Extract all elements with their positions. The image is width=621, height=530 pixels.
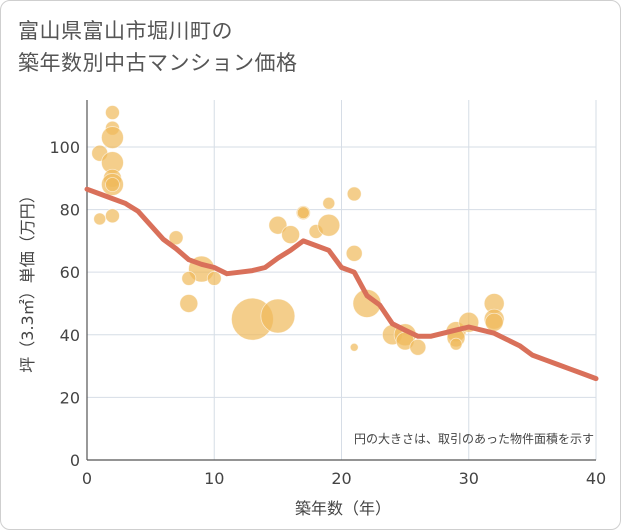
bubble-point-25 (345, 244, 363, 262)
bubble-point-23 (322, 196, 336, 210)
trend-line-series (84, 186, 599, 382)
bubble-point-34 (449, 337, 463, 351)
bubble-point-22 (317, 213, 341, 237)
x-tick-label-3: 30 (459, 469, 479, 488)
bubble-point-18 (281, 225, 301, 245)
y-tick-label-5: 100 (49, 138, 80, 157)
bubble-point-10 (168, 230, 184, 246)
y-axis-label: 坪（3.3㎡）単価（万円） (18, 187, 37, 372)
bubble-point-17 (268, 215, 288, 235)
bubble-point-2 (101, 126, 124, 149)
bubble-point-14 (179, 294, 199, 313)
bubble-point-31 (409, 338, 427, 356)
bubble-point-16 (260, 298, 296, 334)
y-tick-label-2: 40 (60, 326, 80, 345)
bubble-point-38 (484, 312, 504, 332)
bubble-point-24 (346, 186, 362, 202)
bubble-point-7 (105, 177, 120, 192)
x-tick-label-2: 20 (331, 469, 351, 488)
chart-title-line2: 築年数別中古マンション価格 (18, 51, 298, 75)
bubble-point-0 (105, 105, 120, 120)
x-axis-label: 築年数（年） (295, 499, 391, 518)
x-tick-label-0: 0 (82, 469, 92, 488)
bubble-point-26 (349, 342, 359, 352)
chart-title-line1: 富山県富山市堀川町の (18, 19, 233, 43)
chart-title: 富山県富山市堀川町の 築年数別中古マンション価格 (18, 15, 298, 79)
grid-lines (86, 100, 597, 461)
y-tick-label-4: 80 (60, 201, 80, 220)
bubble-point-12 (181, 271, 197, 286)
bubble-size-note: 円の大きさは、取引のあった物件面積を示す (354, 431, 594, 446)
bubble-point-20 (296, 206, 310, 220)
y-tick-label-3: 60 (60, 263, 80, 282)
axis-ticks: 0 10 20 30 40 0 20 40 60 80 100 (49, 138, 606, 488)
bubble-point-13 (206, 271, 222, 286)
y-tick-label-0: 0 (70, 451, 80, 470)
bubble-point-9 (105, 208, 120, 224)
y-tick-label-1: 20 (60, 388, 80, 407)
bubble-point-8 (93, 212, 107, 226)
x-tick-label-4: 40 (586, 469, 606, 488)
x-tick-label-1: 10 (204, 469, 224, 488)
trend-line (84, 186, 599, 382)
